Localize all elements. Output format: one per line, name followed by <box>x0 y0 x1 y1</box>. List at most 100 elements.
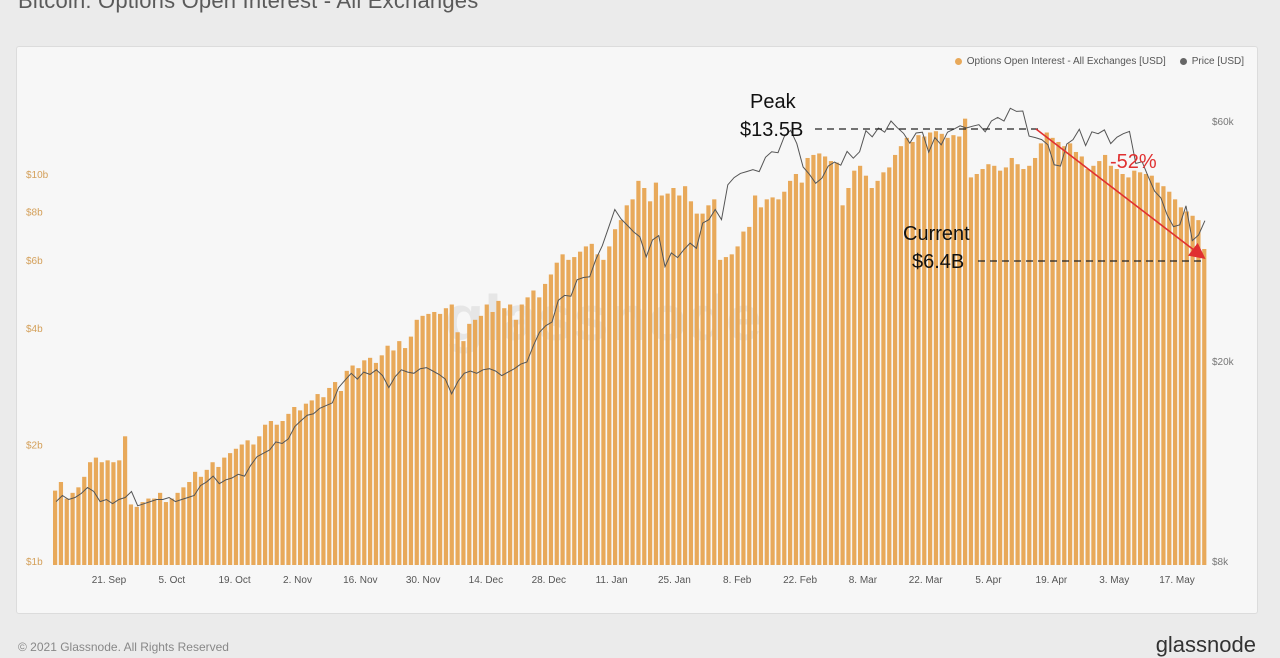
oi-bar[interactable] <box>1009 157 1014 566</box>
oi-bar[interactable] <box>729 254 734 565</box>
oi-bar[interactable] <box>706 205 711 565</box>
oi-bar[interactable] <box>607 246 612 565</box>
oi-bar[interactable] <box>163 502 169 565</box>
price-line[interactable] <box>55 107 1206 507</box>
oi-bar[interactable] <box>169 498 174 565</box>
oi-bar[interactable] <box>467 323 472 565</box>
oi-bar[interactable] <box>1085 169 1090 565</box>
oi-bar[interactable] <box>280 421 285 565</box>
oi-bar[interactable] <box>968 177 974 565</box>
oi-bar[interactable] <box>1015 164 1020 565</box>
oi-bar[interactable] <box>723 257 729 565</box>
oi-bar[interactable] <box>974 174 979 565</box>
oi-bar[interactable] <box>1021 169 1026 565</box>
oi-bar[interactable] <box>1120 174 1125 565</box>
oi-bar[interactable] <box>117 460 122 565</box>
oi-bar[interactable] <box>1027 165 1032 566</box>
oi-bar[interactable] <box>688 201 694 565</box>
oi-bar[interactable] <box>292 407 297 565</box>
oi-bar[interactable] <box>175 492 180 565</box>
oi-bar[interactable] <box>53 490 58 565</box>
oi-bar[interactable] <box>461 341 466 565</box>
oi-bar[interactable] <box>963 118 968 566</box>
oi-bar[interactable] <box>432 311 437 565</box>
oi-bar[interactable] <box>1161 186 1166 565</box>
oi-bar[interactable] <box>665 193 670 565</box>
oi-bar[interactable] <box>181 487 186 565</box>
oi-bar[interactable] <box>298 410 303 565</box>
oi-bar[interactable] <box>922 136 927 566</box>
oi-bar[interactable] <box>671 188 676 565</box>
oi-bar[interactable] <box>426 313 431 565</box>
oi-bar[interactable] <box>1143 174 1149 565</box>
oi-bar[interactable] <box>397 341 402 565</box>
oi-bar[interactable] <box>712 199 717 565</box>
oi-bar[interactable] <box>344 370 349 565</box>
oi-bar[interactable] <box>1033 157 1038 566</box>
oi-bar[interactable] <box>630 199 635 565</box>
oi-bar[interactable] <box>554 262 559 565</box>
oi-bar[interactable] <box>216 466 221 565</box>
oi-bar[interactable] <box>1190 215 1195 565</box>
oi-bar[interactable] <box>788 180 793 566</box>
oi-bar[interactable] <box>93 457 99 565</box>
oi-bar[interactable] <box>443 308 449 565</box>
oi-bar[interactable] <box>508 304 513 565</box>
oi-bar[interactable] <box>823 156 828 565</box>
oi-bar[interactable] <box>957 136 962 566</box>
oi-bar[interactable] <box>228 453 233 565</box>
oi-bar[interactable] <box>747 226 752 565</box>
oi-bar[interactable] <box>368 357 373 565</box>
oi-bar[interactable] <box>373 362 379 565</box>
oi-bar[interactable] <box>583 246 589 565</box>
oi-bar[interactable] <box>642 188 647 565</box>
legend-item-oi[interactable]: Options Open Interest - All Exchanges [U… <box>954 56 1166 67</box>
oi-bar[interactable] <box>140 502 145 565</box>
oi-bar[interactable] <box>1091 165 1096 566</box>
oi-bar[interactable] <box>274 424 279 565</box>
oi-bar[interactable] <box>659 195 664 566</box>
oi-bar[interactable] <box>438 313 443 565</box>
oi-bar[interactable] <box>76 487 81 565</box>
oi-bar[interactable] <box>1155 182 1160 565</box>
oi-bar[interactable] <box>70 492 75 565</box>
oi-bar[interactable] <box>268 421 274 565</box>
oi-bar[interactable] <box>449 304 454 565</box>
oi-bar[interactable] <box>519 304 524 565</box>
oi-bar[interactable] <box>403 348 408 565</box>
oi-bar[interactable] <box>187 482 192 565</box>
oi-bar[interactable] <box>992 165 997 566</box>
oi-bar[interactable] <box>158 492 163 565</box>
oi-bar[interactable] <box>513 319 519 565</box>
oi-bar[interactable] <box>525 297 530 565</box>
oi-bar[interactable] <box>758 207 764 565</box>
oi-bar[interactable] <box>852 170 857 566</box>
oi-bar[interactable] <box>257 436 262 565</box>
oi-bar[interactable] <box>846 188 851 565</box>
oi-bar[interactable] <box>770 197 775 565</box>
oi-bar[interactable] <box>134 506 139 565</box>
oi-bar[interactable] <box>653 182 659 565</box>
oi-bar[interactable] <box>391 350 396 565</box>
oi-bar[interactable] <box>1003 167 1009 565</box>
oi-bar[interactable] <box>123 436 128 565</box>
oi-bar[interactable] <box>875 180 880 566</box>
oi-bar[interactable] <box>333 382 338 565</box>
oi-bar[interactable] <box>805 157 810 566</box>
oi-bar[interactable] <box>1138 172 1143 565</box>
oi-bar[interactable] <box>945 137 950 565</box>
oi-bar[interactable] <box>1108 165 1114 566</box>
oi-bar[interactable] <box>490 311 495 565</box>
oi-bar[interactable] <box>362 360 367 565</box>
oi-bar[interactable] <box>828 161 834 565</box>
oi-bar[interactable] <box>858 165 863 566</box>
oi-bar[interactable] <box>811 154 816 565</box>
oi-bar[interactable] <box>648 201 653 565</box>
oi-bar[interactable] <box>338 390 344 565</box>
oi-bar[interactable] <box>204 469 209 565</box>
oi-bar[interactable] <box>618 220 624 565</box>
oi-bar[interactable] <box>1062 146 1067 565</box>
oi-bar[interactable] <box>624 205 629 565</box>
oi-bar[interactable] <box>589 243 594 565</box>
oi-bar[interactable] <box>1167 191 1172 565</box>
